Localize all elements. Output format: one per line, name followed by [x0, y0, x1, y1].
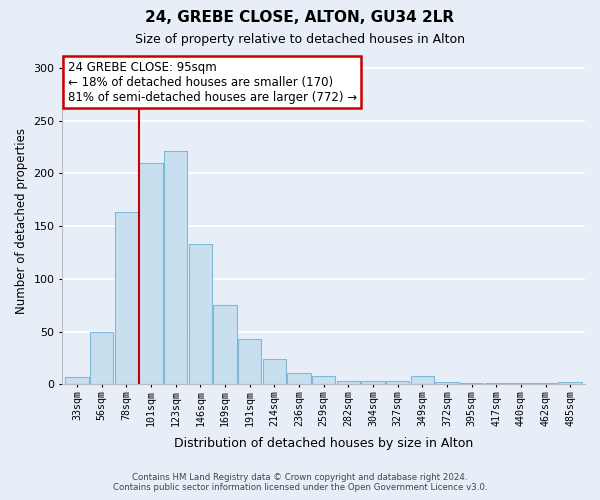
Bar	[214, 306, 237, 384]
Bar	[164, 152, 187, 384]
Bar	[435, 382, 458, 384]
Bar	[90, 332, 113, 384]
X-axis label: Distribution of detached houses by size in Alton: Distribution of detached houses by size …	[174, 437, 473, 450]
Bar	[410, 376, 434, 384]
Bar	[188, 244, 212, 384]
Bar	[139, 163, 163, 384]
Bar	[559, 382, 582, 384]
Bar	[65, 377, 89, 384]
Bar	[263, 359, 286, 384]
Bar	[115, 212, 138, 384]
Text: 24, GREBE CLOSE, ALTON, GU34 2LR: 24, GREBE CLOSE, ALTON, GU34 2LR	[145, 10, 455, 25]
Text: 24 GREBE CLOSE: 95sqm
← 18% of detached houses are smaller (170)
81% of semi-det: 24 GREBE CLOSE: 95sqm ← 18% of detached …	[68, 61, 356, 104]
Bar	[386, 381, 409, 384]
Bar	[337, 381, 360, 384]
Bar	[238, 339, 262, 384]
Bar	[312, 376, 335, 384]
Bar	[361, 381, 385, 384]
Text: Size of property relative to detached houses in Alton: Size of property relative to detached ho…	[135, 32, 465, 46]
Bar	[287, 372, 311, 384]
Y-axis label: Number of detached properties: Number of detached properties	[15, 128, 28, 314]
Text: Contains HM Land Registry data © Crown copyright and database right 2024.
Contai: Contains HM Land Registry data © Crown c…	[113, 473, 487, 492]
